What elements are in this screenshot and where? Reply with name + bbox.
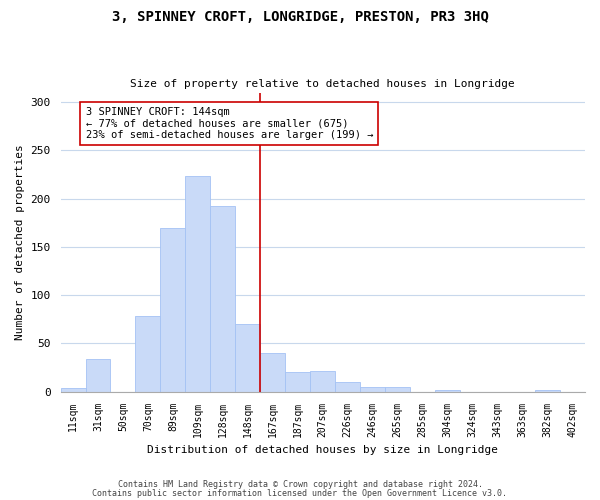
Title: Size of property relative to detached houses in Longridge: Size of property relative to detached ho…	[130, 79, 515, 89]
Text: 3, SPINNEY CROFT, LONGRIDGE, PRESTON, PR3 3HQ: 3, SPINNEY CROFT, LONGRIDGE, PRESTON, PR…	[112, 10, 488, 24]
Text: Contains public sector information licensed under the Open Government Licence v3: Contains public sector information licen…	[92, 488, 508, 498]
Bar	[286, 372, 310, 392]
Bar	[235, 324, 260, 392]
Bar	[535, 390, 560, 392]
Bar	[160, 228, 185, 392]
Bar	[260, 353, 286, 392]
Bar	[385, 387, 410, 392]
X-axis label: Distribution of detached houses by size in Longridge: Distribution of detached houses by size …	[147, 445, 498, 455]
Bar	[310, 372, 335, 392]
Bar	[185, 176, 211, 392]
Text: Contains HM Land Registry data © Crown copyright and database right 2024.: Contains HM Land Registry data © Crown c…	[118, 480, 482, 489]
Bar	[86, 359, 110, 392]
Bar	[136, 316, 160, 392]
Bar	[61, 388, 86, 392]
Bar	[211, 206, 235, 392]
Y-axis label: Number of detached properties: Number of detached properties	[15, 144, 25, 340]
Text: 3 SPINNEY CROFT: 144sqm
← 77% of detached houses are smaller (675)
23% of semi-d: 3 SPINNEY CROFT: 144sqm ← 77% of detache…	[86, 107, 373, 140]
Bar	[360, 387, 385, 392]
Bar	[335, 382, 360, 392]
Bar	[435, 390, 460, 392]
